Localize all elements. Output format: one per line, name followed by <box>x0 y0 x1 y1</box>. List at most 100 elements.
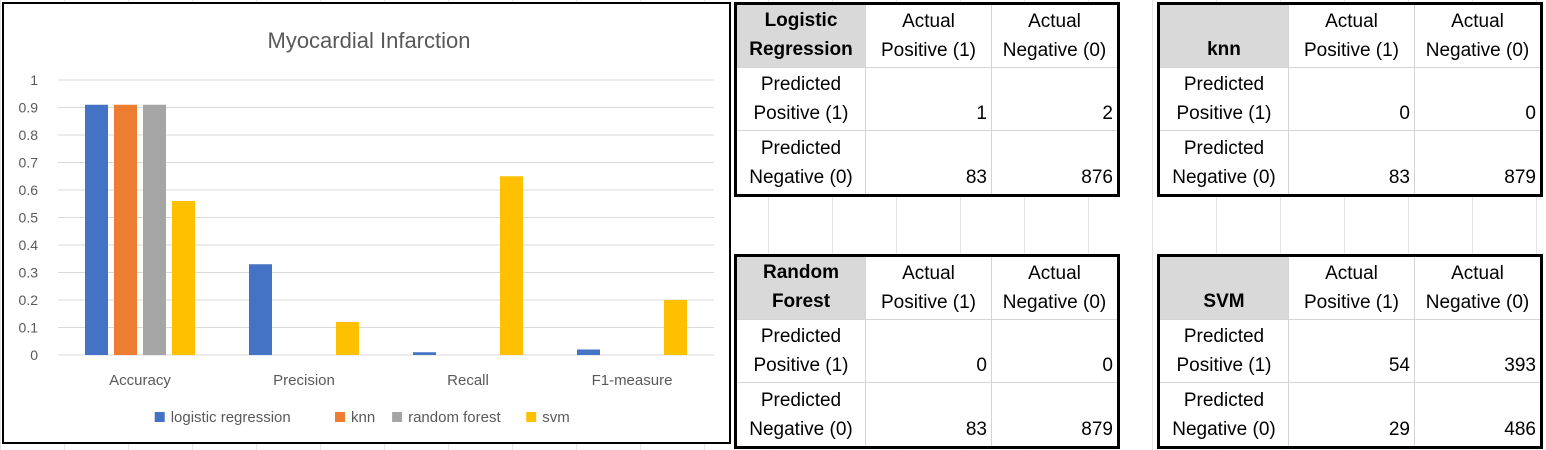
confusion-matrix-random-forest: Random Forest Actual Positive (1) Actual Ne… <box>734 254 1120 449</box>
y-tick-label: 0.6 <box>19 182 39 198</box>
col-header-line2: Positive (1) <box>880 292 977 313</box>
col-header-line2: Positive (1) <box>1303 292 1400 313</box>
row-header-line2: Positive (1) <box>1176 103 1272 124</box>
bar-chart: Myocardial Infarction 0 0.1 0.2 0.3 0.4 0.5 0.6… <box>19 28 714 426</box>
model-header-cell: Logistic Regression <box>737 5 866 68</box>
cell-false-positive: 0 <box>1415 68 1540 131</box>
x-category-label: Accuracy <box>109 372 171 389</box>
col-header-line1: Actual <box>1325 263 1378 284</box>
row-header-predicted-positive: Predicted Positive (1) <box>737 68 866 131</box>
y-tick-label: 0.4 <box>19 237 39 253</box>
cell-true-negative: 486 <box>1504 419 1536 440</box>
col-header-line1: Actual <box>1451 11 1504 32</box>
y-tick-label: 0.5 <box>19 210 39 226</box>
y-tick-label: 0.7 <box>19 155 39 171</box>
y-tick-label: 1 <box>30 72 38 88</box>
col-header-line2: Negative (0) <box>1425 40 1530 61</box>
cell-false-negative: 83 <box>1289 131 1415 194</box>
cell-true-positive: 54 <box>1289 320 1415 383</box>
cell-false-positive: 393 <box>1415 320 1540 383</box>
confusion-matrix-svm: SVM Actual Positive (1) Actual Negative (0… <box>1157 254 1543 449</box>
model-name-line2: Regression <box>749 39 853 60</box>
col-header-actual-positive: Actual Positive (1) <box>1289 257 1415 320</box>
confusion-matrix-knn: knn Actual Positive (1) Actual Negative (0… <box>1157 2 1543 197</box>
legend-swatch <box>526 412 537 422</box>
legend-label: svm <box>542 409 570 426</box>
row-header-line1: Predicted <box>760 389 842 411</box>
y-tick-label: 0.3 <box>19 265 39 281</box>
col-header-line2: Negative (0) <box>1002 292 1107 313</box>
col-header-actual-negative: Actual Negative (0) <box>992 257 1117 320</box>
row-header-predicted-negative: Predicted Negative (0) <box>737 131 866 194</box>
y-tick-label: 0.1 <box>19 320 39 336</box>
x-category-label: F1-measure <box>592 372 673 389</box>
row-header-line2: Negative (0) <box>1172 418 1276 440</box>
row-header-line2: Positive (1) <box>1176 355 1272 376</box>
row-header-line1: Predicted <box>1183 326 1265 347</box>
row-header-predicted-positive: Predicted Positive (1) <box>1160 320 1289 383</box>
col-header-actual-negative: Actual Negative (0) <box>1415 257 1540 320</box>
col-header-actual-positive: Actual Positive (1) <box>866 5 992 68</box>
cell-false-negative: 83 <box>866 383 992 446</box>
row-header-predicted-negative: Predicted Negative (0) <box>737 383 866 446</box>
chart-title: Myocardial Infarction <box>268 28 471 53</box>
cell-true-negative: 879 <box>1081 419 1113 440</box>
cell-true-positive: 0 <box>866 320 992 383</box>
cell-true-positive: 0 <box>1289 68 1415 131</box>
cell-true-positive: 1 <box>866 68 992 131</box>
col-header-line1: Actual <box>1325 11 1378 32</box>
col-header-line1: Actual <box>1451 263 1504 284</box>
bar-logistic-regression-accuracy <box>85 104 108 355</box>
bar-logistic-regression-f1-measure <box>577 349 600 355</box>
model-name-line2: SVM <box>1203 291 1245 312</box>
col-header-line1: Actual <box>902 263 955 284</box>
row-header-line2: Positive (1) <box>753 103 849 124</box>
row-header-line1: Predicted <box>760 326 842 347</box>
legend-swatch <box>335 412 345 422</box>
row-header-line1: Predicted <box>760 137 842 159</box>
col-header-line2: Positive (1) <box>880 40 977 61</box>
bar-svm-recall <box>500 176 523 355</box>
y-tick-label: 0.8 <box>19 127 39 143</box>
col-header-line1: Actual <box>1028 263 1081 284</box>
cell-false-positive: 2 <box>992 68 1117 131</box>
x-category-label: Precision <box>273 372 335 389</box>
model-header-cell: knn <box>1160 5 1289 68</box>
cell-true-negative: 876 <box>1081 167 1113 188</box>
model-name-line1: Random <box>763 262 839 283</box>
chart-panel: Myocardial Infarction 0 0.1 0.2 0.3 0.4 0.5 0.6… <box>2 2 731 444</box>
col-header-actual-positive: Actual Positive (1) <box>1289 5 1415 68</box>
col-header-line2: Negative (0) <box>1425 292 1530 313</box>
row-header-line1: Predicted <box>1183 389 1265 411</box>
bar-random-forest-accuracy <box>143 104 166 355</box>
y-tick-label: 0.2 <box>19 292 39 308</box>
x-category-label: Recall <box>447 372 489 389</box>
bar-svm-precision <box>336 322 359 355</box>
y-tick-label: 0 <box>30 347 38 363</box>
legend-label: random forest <box>408 409 501 426</box>
row-header-predicted-negative: Predicted Negative (0) <box>1160 131 1289 194</box>
bar-svm-accuracy <box>172 201 195 355</box>
row-header-line2: Negative (0) <box>749 418 853 440</box>
row-header-predicted-negative: Predicted Negative (0) <box>1160 383 1289 446</box>
row-header-line2: Negative (0) <box>1172 166 1276 188</box>
col-header-line1: Actual <box>1028 11 1081 32</box>
legend-label: knn <box>351 409 375 426</box>
row-header-predicted-positive: Predicted Positive (1) <box>737 320 866 383</box>
cell-false-negative: 29 <box>1289 383 1415 446</box>
row-header-line2: Positive (1) <box>753 355 849 376</box>
cell-false-positive: 0 <box>992 320 1117 383</box>
cell-false-negative: 83 <box>866 131 992 194</box>
col-header-actual-positive: Actual Positive (1) <box>866 257 992 320</box>
row-header-line1: Predicted <box>1183 137 1265 159</box>
col-header-line2: Negative (0) <box>1002 40 1107 61</box>
bar-logistic-regression-recall <box>413 352 436 355</box>
col-header-line2: Positive (1) <box>1303 40 1400 61</box>
row-header-line1: Predicted <box>760 74 842 95</box>
bar-knn-accuracy <box>114 104 137 355</box>
model-name-line1: Logistic <box>764 10 838 31</box>
row-header-predicted-positive: Predicted Positive (1) <box>1160 68 1289 131</box>
bar-svm-f1-measure <box>664 300 687 355</box>
cell-true-negative: 879 <box>1504 167 1536 188</box>
bar-logistic-regression-precision <box>249 264 272 355</box>
